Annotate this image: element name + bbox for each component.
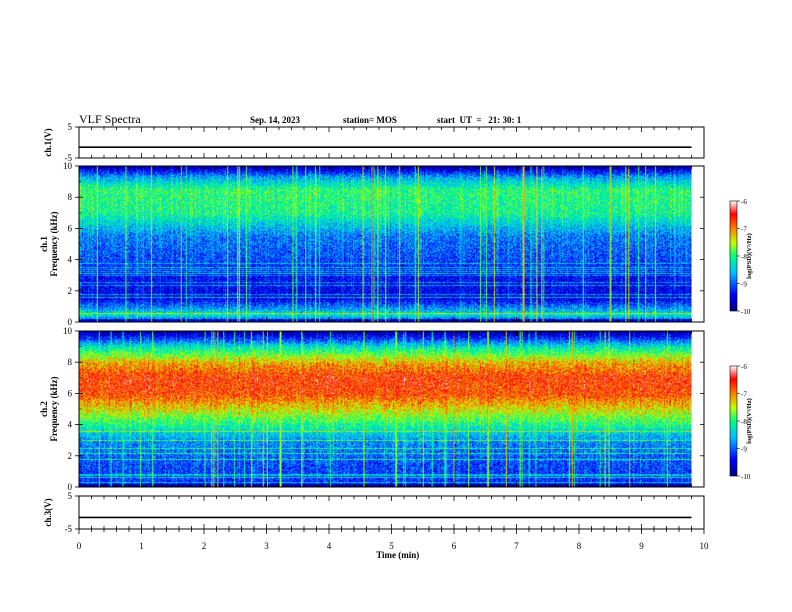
y-tick-label: 5 [68, 491, 73, 501]
spectrogram-images [79, 166, 692, 487]
ch2-ylabel-channel: ch.2 [39, 401, 49, 417]
axes-layer: ch.1(V)5-5ch.1 Frequency (kHz)-6-7-8-9-10… [39, 122, 753, 560]
y-tick-label: 6 [68, 223, 73, 233]
colorbar-tick-label: -9 [741, 281, 747, 289]
ch3v-ylabel: ch.3(V) [43, 498, 53, 526]
start-time-label: start UT = 21: 30: 1 [437, 115, 522, 125]
figure-title: VLF Spectra [79, 112, 141, 126]
x-tick-label: 6 [452, 541, 457, 551]
colorbar-tick-label: -8 [741, 418, 747, 426]
ch2-ylabel-frequency: Frequency (kHz) [49, 376, 59, 441]
y-tick-label: 4 [68, 420, 73, 430]
x-tick-label: 8 [577, 541, 582, 551]
ch1-colorbar-label: log(PSD)(V²/Hz) [746, 233, 753, 279]
y-tick-label: 10 [63, 326, 73, 336]
y-tick-label: 2 [68, 286, 73, 296]
ch1-colorbar [729, 200, 738, 312]
colorbar-tick-label: -10 [741, 308, 751, 316]
x-tick-label: 3 [264, 541, 269, 551]
colorbar-tick-label: -7 [741, 226, 747, 234]
ch1-ylabel-channel: ch.1 [39, 236, 49, 252]
y-tick-label: 8 [68, 192, 73, 202]
colorbar-tick-label: -9 [741, 446, 747, 454]
station-label: station= MOS [343, 115, 397, 125]
spectrogram-ch1 [79, 166, 692, 322]
ch2-colorbar [729, 365, 738, 477]
date-label: Sep. 14, 2023 [250, 115, 301, 125]
x-tick-label: 4 [327, 541, 332, 551]
y-tick-label: 0 [68, 482, 73, 492]
x-tick-label: 1 [139, 541, 144, 551]
ch1-ylabel-frequency: Frequency (kHz) [49, 211, 59, 276]
y-tick-label: 6 [68, 388, 73, 398]
x-tick-label: 0 [77, 541, 82, 551]
y-tick-label: 10 [63, 161, 73, 171]
x-tick-label: 7 [514, 541, 519, 551]
y-tick-label: -5 [65, 524, 73, 534]
spectrogram-ch2 [79, 331, 692, 487]
x-axis-label: Time (min) [376, 550, 419, 560]
y-tick-label: 5 [68, 122, 73, 132]
colorbar-tick-label: -7 [741, 391, 747, 399]
ch1v-ylabel: ch.1(V) [43, 128, 53, 156]
y-tick-label: 4 [68, 255, 73, 265]
y-tick-label: -5 [65, 153, 73, 163]
y-tick-label: 2 [68, 451, 73, 461]
colorbar-tick-label: -6 [741, 363, 747, 371]
colorbar-tick-label: -8 [741, 253, 747, 261]
colorbar-tick-label: -10 [741, 473, 751, 481]
x-tick-label: 5 [389, 541, 394, 551]
x-tick-label: 9 [639, 541, 644, 551]
y-tick-label: 8 [68, 357, 73, 367]
x-tick-label: 2 [202, 541, 207, 551]
x-tick-label: 10 [700, 541, 710, 551]
colorbar-tick-label: -6 [741, 198, 747, 206]
y-tick-label: 0 [68, 317, 73, 327]
ch2-colorbar-label: log(PSD)(V²/Hz) [746, 398, 753, 444]
